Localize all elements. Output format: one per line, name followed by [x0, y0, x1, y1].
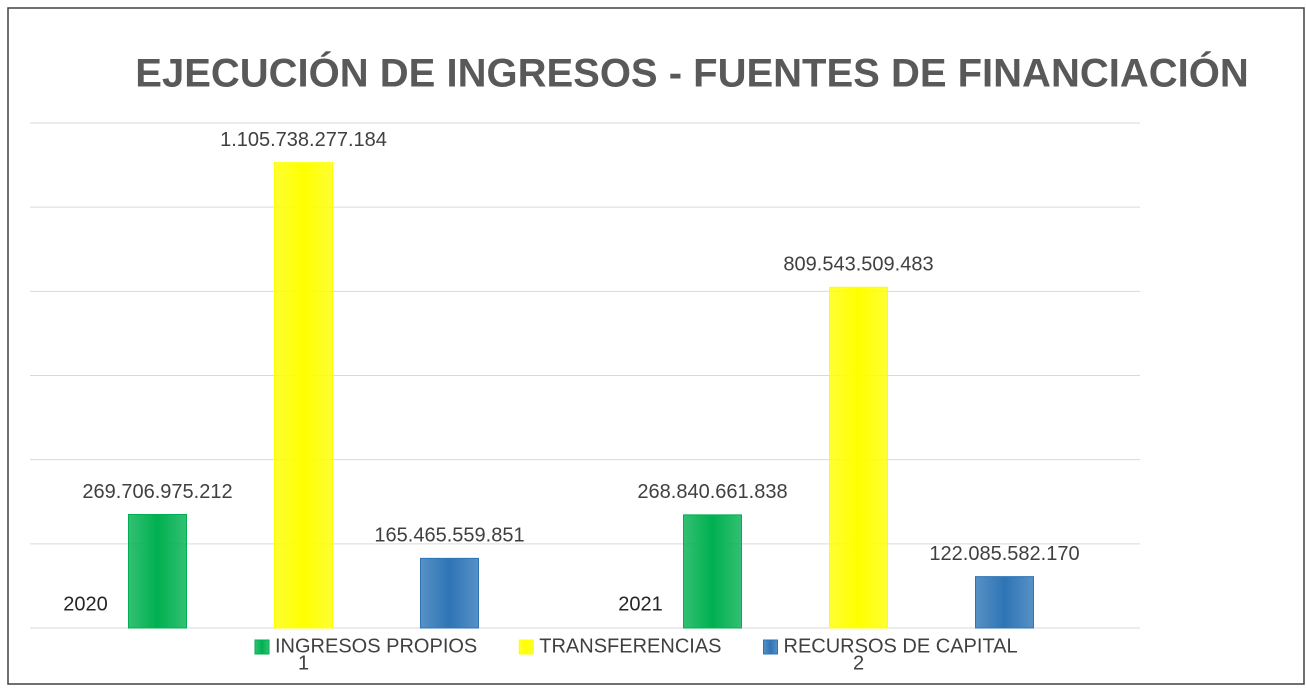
- legend-label: TRANSFERENCIAS: [539, 635, 721, 657]
- legend-swatch: [518, 639, 534, 655]
- annotation: 2021: [618, 593, 663, 615]
- chart-frame: [7, 7, 1305, 685]
- data-label: 269.706.975.212: [82, 481, 232, 503]
- x-tick-label: 2: [853, 652, 864, 674]
- bar: [128, 513, 187, 629]
- bar: [683, 514, 742, 629]
- data-label: 809.543.509.483: [783, 254, 933, 276]
- x-tick-label: 1: [298, 652, 309, 674]
- data-label: 1.105.738.277.184: [220, 129, 387, 151]
- legend-label: RECURSOS DE CAPITAL: [784, 635, 1018, 657]
- legend-swatch: [254, 639, 270, 655]
- legend-label: INGRESOS PROPIOS: [275, 635, 477, 657]
- legend-swatch: [763, 639, 779, 655]
- chart-title: EJECUCIÓN DE INGRESOS - FUENTES DE FINAN…: [135, 50, 1248, 96]
- data-label: 268.840.661.838: [637, 481, 787, 503]
- bar: [975, 576, 1034, 629]
- annotation: 2020: [63, 593, 108, 615]
- data-label: 122.085.582.170: [929, 543, 1079, 565]
- bar: [829, 286, 888, 629]
- data-label: 165.465.559.851: [374, 525, 524, 547]
- bar: [274, 162, 333, 629]
- bar: [420, 557, 479, 629]
